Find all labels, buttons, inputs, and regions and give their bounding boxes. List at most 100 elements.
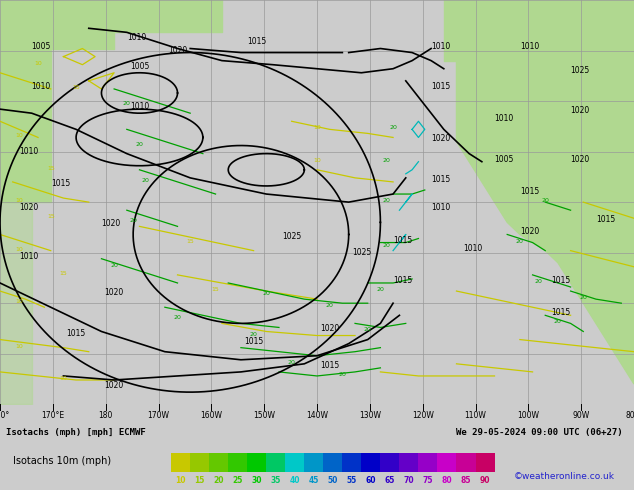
Text: 15: 15 [195,476,205,485]
Text: 70: 70 [404,476,414,485]
Text: 1020: 1020 [105,381,124,390]
Text: 10: 10 [15,299,23,304]
Bar [190,453,209,472]
Text: 170W: 170W [148,411,169,420]
Text: 1005: 1005 [32,42,51,50]
Bar [304,453,323,472]
Text: 10: 10 [176,476,186,485]
Text: 120W: 120W [411,411,434,420]
Polygon shape [456,0,634,384]
Text: 1020: 1020 [571,106,590,115]
Text: 1015: 1015 [596,215,615,224]
Text: 1005: 1005 [130,62,149,71]
Text: 1025: 1025 [352,247,371,257]
Text: 100W: 100W [517,411,540,420]
Text: 1015: 1015 [67,328,86,338]
Text: 1020: 1020 [571,155,590,164]
Text: 20: 20 [110,263,118,268]
Text: 20: 20 [326,303,333,308]
Text: 1005: 1005 [495,155,514,164]
Bar [266,453,285,472]
Text: 75: 75 [423,476,433,485]
Text: Isotachs (mph) [mph] ECMWF: Isotachs (mph) [mph] ECMWF [6,428,146,437]
Text: 1010: 1010 [19,147,38,156]
Text: 20: 20 [554,319,562,324]
Bar [342,453,361,472]
Text: 170°E: 170°E [41,411,65,420]
Text: 1010: 1010 [32,82,51,91]
Bar [228,453,247,472]
Text: 1015: 1015 [431,82,450,91]
Text: 110W: 110W [465,411,486,420]
Text: 20: 20 [389,125,397,130]
Text: 10: 10 [313,125,321,130]
Text: 90W: 90W [573,411,590,420]
Text: 1010: 1010 [463,244,482,253]
Text: 1010: 1010 [130,102,149,111]
Text: 65: 65 [385,476,395,485]
Text: 35: 35 [271,476,281,485]
Text: 20: 20 [339,372,346,377]
Text: 50: 50 [328,476,338,485]
Text: 10: 10 [34,61,42,66]
Text: 30: 30 [252,476,262,485]
Bar [247,453,266,472]
Text: ©weatheronline.co.uk: ©weatheronline.co.uk [514,472,615,482]
Text: 20: 20 [214,476,224,485]
Text: 1015: 1015 [393,236,412,245]
Text: 160W: 160W [200,411,223,420]
Bar [456,453,476,472]
Text: 20: 20 [136,142,143,147]
Text: 85: 85 [461,476,471,485]
Text: 80: 80 [442,476,452,485]
Text: 1020: 1020 [520,227,539,237]
Text: 1020: 1020 [168,46,187,54]
Text: 1015: 1015 [552,276,571,285]
Text: 15: 15 [60,271,67,276]
Bar [380,453,399,472]
Text: 20: 20 [262,291,270,296]
Text: 1015: 1015 [393,276,412,285]
Text: 40: 40 [290,476,300,485]
Text: 1010: 1010 [127,33,146,43]
Text: 1015: 1015 [247,37,266,47]
Text: 20: 20 [250,332,257,337]
Text: 1015: 1015 [520,187,539,196]
Text: 15: 15 [186,239,194,244]
Text: 140W: 140W [306,411,328,420]
Bar [399,453,418,472]
Text: 15: 15 [47,214,55,220]
Text: 10: 10 [15,343,23,349]
Bar [476,453,495,472]
Text: 10: 10 [60,376,67,381]
Bar [323,453,342,472]
Text: 20: 20 [364,327,372,333]
Text: 1010: 1010 [431,42,450,50]
Text: 20: 20 [541,198,549,203]
Text: We 29-05-2024 09:00 UTC (06+27): We 29-05-2024 09:00 UTC (06+27) [456,428,623,437]
Text: 1025: 1025 [282,231,301,241]
Text: 1015: 1015 [552,308,571,318]
Bar [437,453,456,472]
Text: 1015: 1015 [244,337,263,345]
Text: 1025: 1025 [571,66,590,75]
Text: 1020: 1020 [105,288,124,297]
Text: 20: 20 [174,316,181,320]
Text: 130W: 130W [359,411,381,420]
Text: 15: 15 [47,166,55,171]
Text: 15: 15 [212,287,219,292]
Text: 1020: 1020 [431,134,450,144]
Text: 1015: 1015 [320,361,339,370]
Text: 1015: 1015 [431,175,450,184]
Text: 20: 20 [535,279,543,284]
Text: 1020: 1020 [19,203,38,212]
Text: 20: 20 [129,219,137,223]
Text: Isotachs 10m (mph): Isotachs 10m (mph) [13,456,111,466]
Text: 25: 25 [233,476,243,485]
Text: 55: 55 [347,476,357,485]
Text: 1015: 1015 [51,179,70,188]
Text: 180: 180 [98,411,113,420]
Text: 20: 20 [288,360,295,365]
Text: 1010: 1010 [19,252,38,261]
Text: 180°: 180° [0,411,9,420]
